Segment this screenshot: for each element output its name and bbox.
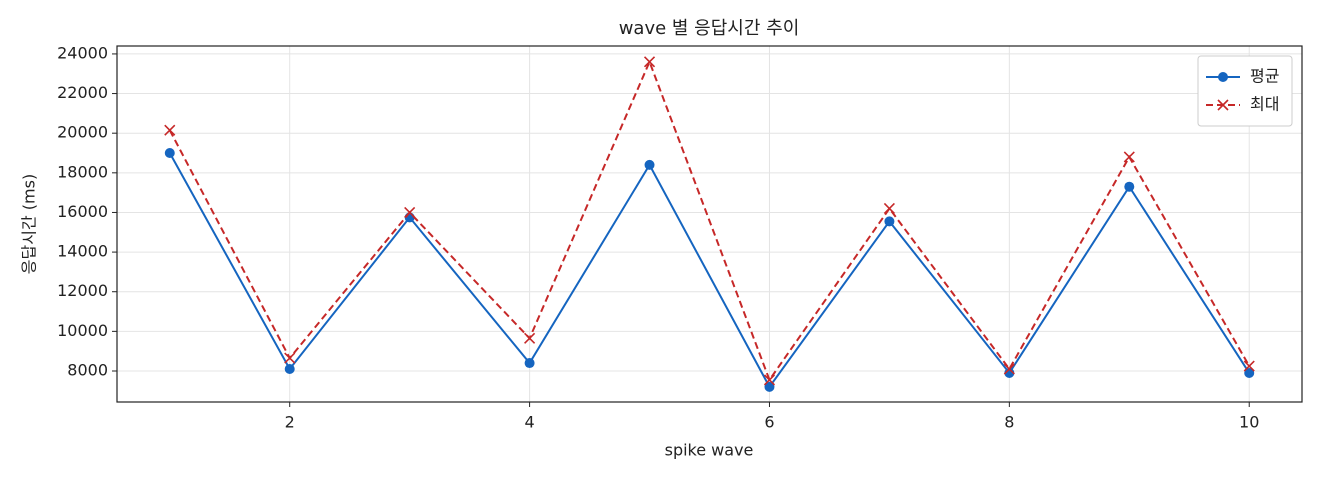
series-line xyxy=(168,152,1251,389)
point xyxy=(1244,367,1255,378)
x-axis-label: spike wave xyxy=(665,441,754,460)
legend-label: 평균 xyxy=(1250,67,1279,86)
y-tick-label: 10000 xyxy=(57,321,108,340)
y-tick-label: 24000 xyxy=(57,43,108,62)
point xyxy=(404,206,416,219)
y-tick-label: 22000 xyxy=(57,83,108,102)
x-tick-label: 4 xyxy=(524,413,534,432)
point xyxy=(284,352,296,364)
point xyxy=(644,159,655,170)
point xyxy=(284,364,295,375)
point xyxy=(1124,181,1135,192)
point xyxy=(884,216,895,227)
series-line xyxy=(168,59,1251,383)
point xyxy=(1003,363,1015,375)
y-tick-label: 20000 xyxy=(57,123,108,142)
point xyxy=(164,148,175,159)
x-tick-label: 6 xyxy=(764,413,774,432)
point xyxy=(763,374,776,386)
y-tick-label: 12000 xyxy=(57,281,108,300)
point xyxy=(524,332,536,344)
y-tick-label: 16000 xyxy=(57,202,108,221)
point xyxy=(1123,151,1135,163)
plot-frame xyxy=(116,45,1303,403)
point xyxy=(764,381,775,392)
x-tick-label: 8 xyxy=(1004,413,1014,432)
x-tick-label: 2 xyxy=(285,413,295,432)
point xyxy=(883,202,895,215)
y-tick-label: 14000 xyxy=(57,242,108,261)
chart-title: wave 별 응답시간 추이 xyxy=(619,18,800,39)
legend-marker xyxy=(1217,99,1229,111)
legend-marker xyxy=(1218,72,1228,82)
point xyxy=(164,124,176,136)
point xyxy=(524,358,535,369)
point xyxy=(643,56,656,68)
legend-label: 최대 xyxy=(1250,95,1279,114)
y-tick-label: 18000 xyxy=(57,162,108,181)
point xyxy=(1243,360,1255,372)
y-tick-label: 8000 xyxy=(67,360,108,379)
x-tick-label: 10 xyxy=(1239,413,1259,432)
y-axis-label: 응답시간 (ms) xyxy=(20,174,39,274)
